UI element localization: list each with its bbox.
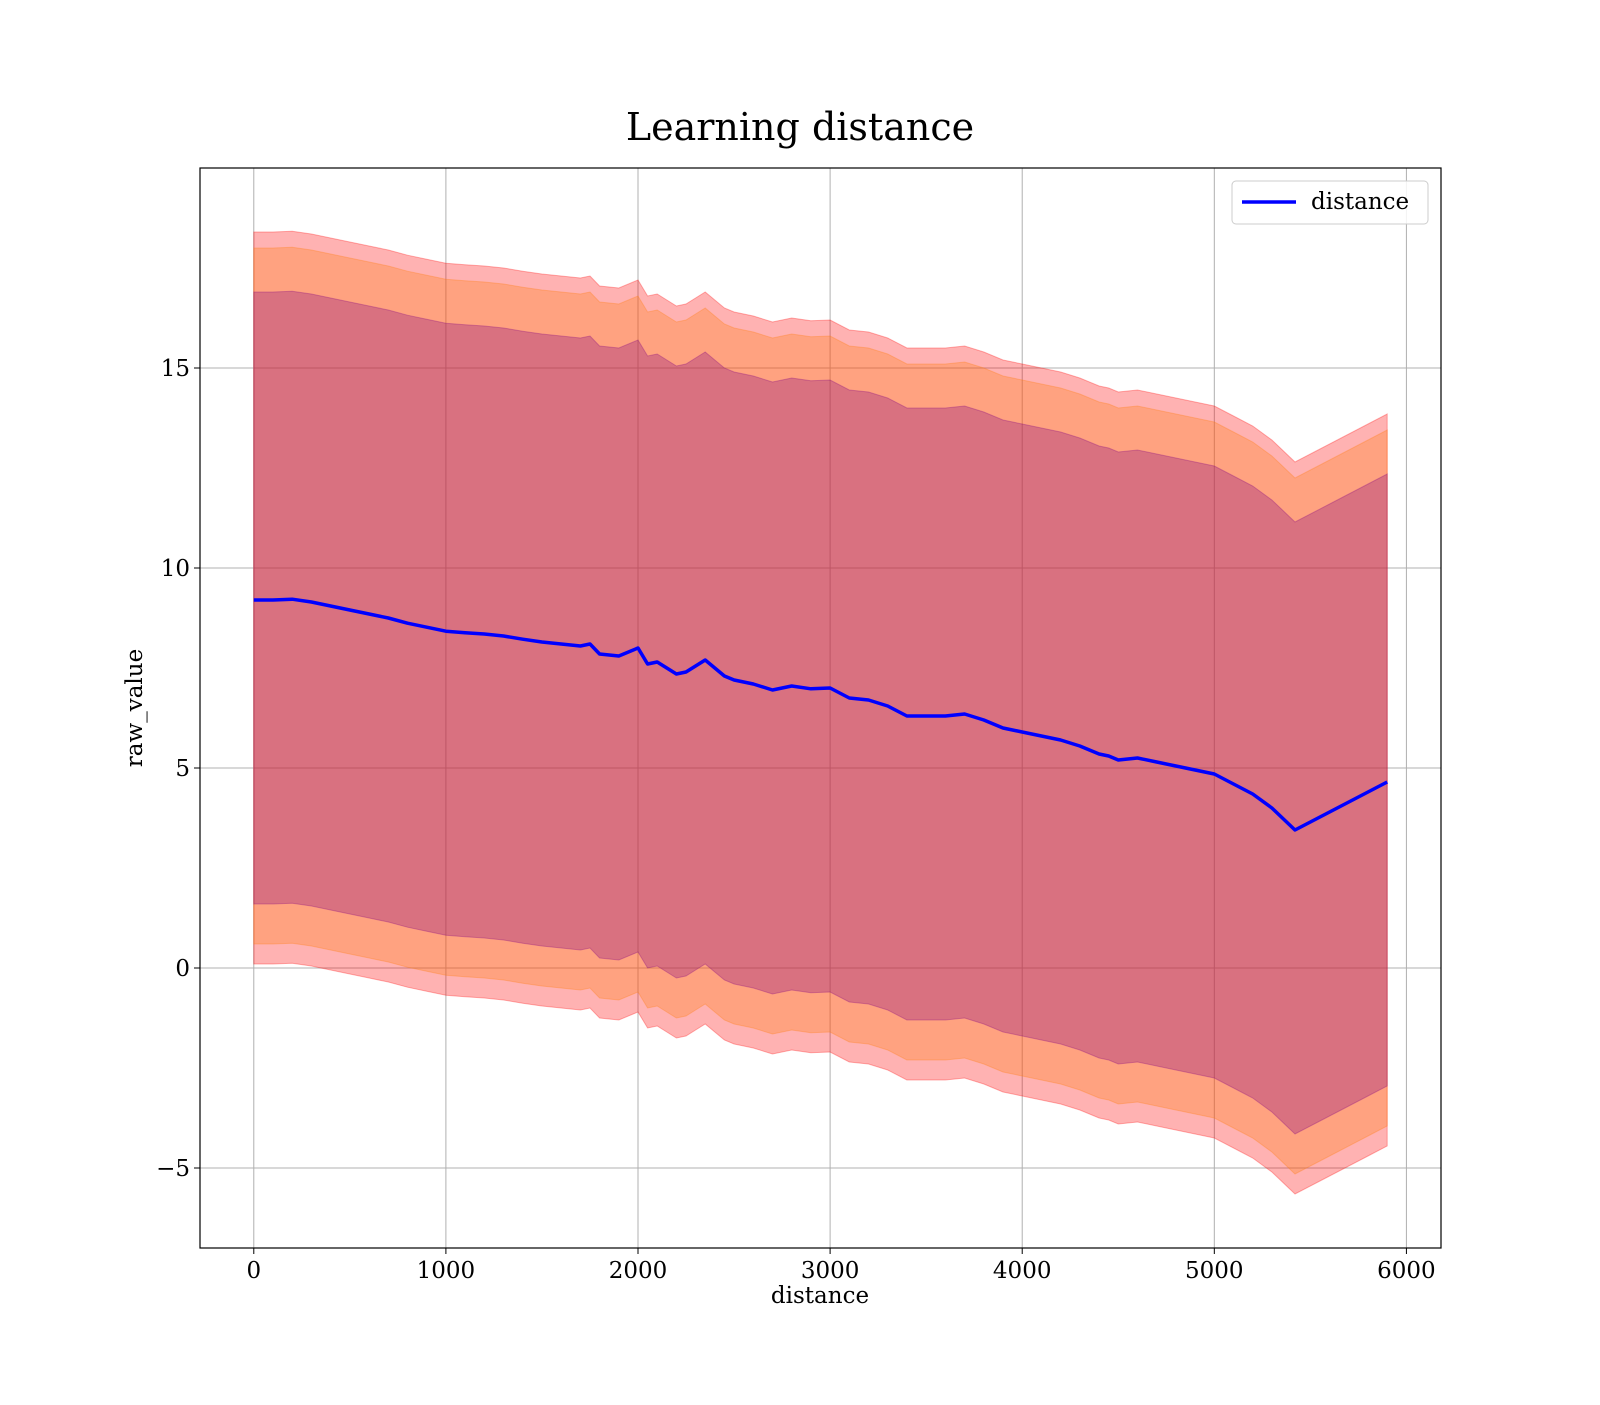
y-tick-label: −5 [156,1156,190,1182]
grid-layer [200,168,1441,1248]
x-tick-label: 5000 [1185,1258,1244,1284]
band-outer [253,230,1388,1195]
chart-title: Learning distance [626,105,974,149]
x-tick-label: 1000 [417,1258,476,1284]
band-middle [253,246,1388,1175]
y-axis-label: raw_value [122,649,148,767]
band-layer [253,230,1388,1195]
line-layer [253,597,1389,832]
band-inner [253,290,1388,1135]
y-tick-label: 0 [175,956,190,982]
plot-frame [199,167,1442,1249]
series-line-distance [253,597,1389,832]
x-tick-label: 4000 [993,1258,1052,1284]
legend-entry-distance: distance [1311,189,1409,215]
x-tick-label: 6000 [1377,1258,1436,1284]
x-tick-label: 2000 [609,1258,668,1284]
y-tick-label: 15 [161,356,190,382]
y-tick-label: 5 [175,756,190,782]
x-tick-label: 0 [246,1258,261,1284]
legend-box [1231,180,1429,225]
x-axis-label: distance [771,1283,869,1309]
tick-layer: 0 1000 2000 3000 4000 5000 6000 −5 0 5 10 15 [156,356,1436,1284]
x-tick-label: 3000 [801,1258,860,1284]
legend: distance [1231,180,1429,225]
y-tick-label: 10 [161,556,190,582]
